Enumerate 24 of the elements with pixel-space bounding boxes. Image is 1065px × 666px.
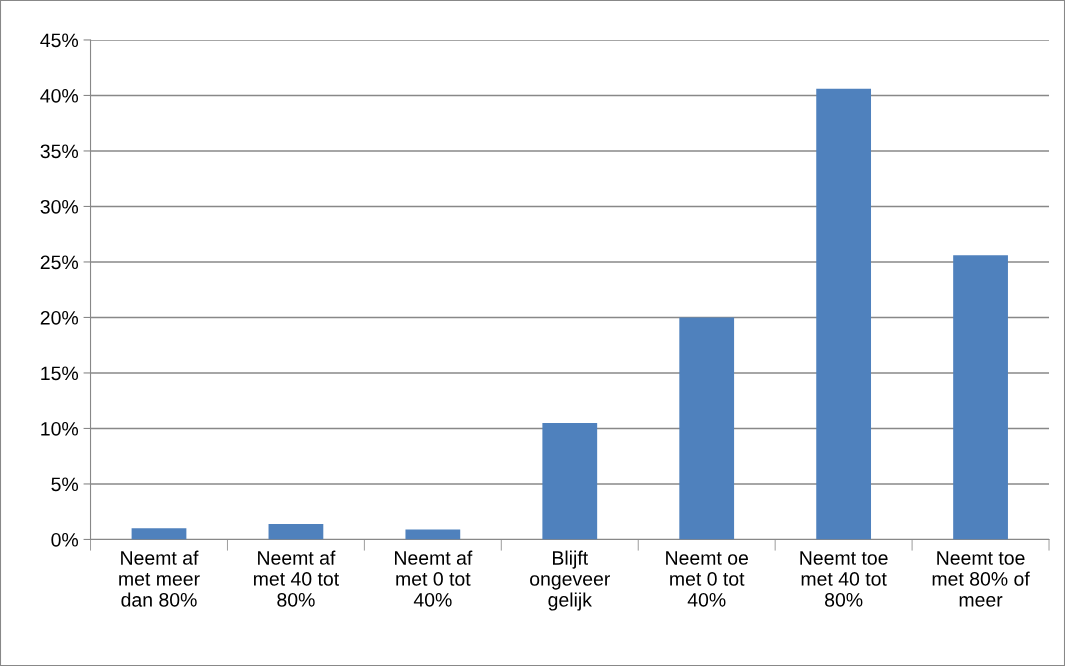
bar <box>953 255 1008 540</box>
x-tick-label: Neemt af met meer dan 80% <box>119 550 200 607</box>
bar <box>816 88 872 540</box>
y-tick-label: 30% <box>40 199 79 214</box>
x-tick-label: Neemt oe met 0 tot 40% <box>666 551 748 607</box>
x-tick-label: Blijft ongeveer gelijk <box>530 550 610 611</box>
y-tick-label: 40% <box>40 88 79 103</box>
y-tick-label: 0% <box>51 532 79 547</box>
x-tick-label: Neemt toe met 40 tot 80% <box>800 551 888 607</box>
bar <box>131 528 187 540</box>
x-tick-label: Neemt toe met 80% of meer <box>932 551 1030 607</box>
y-tick-label: 20% <box>40 310 79 325</box>
y-tick-label: 35% <box>40 144 79 159</box>
y-tick-label: 15% <box>41 366 79 381</box>
bar <box>268 523 324 540</box>
y-tick-label: 45% <box>40 33 79 48</box>
x-tick-label: Neemt af met 0 tot 40% <box>395 550 473 607</box>
x-tick-label: Neemt af met 40 tot 80% <box>253 550 340 607</box>
bar <box>405 529 461 540</box>
bar <box>542 422 598 540</box>
y-tick-label: 10% <box>41 421 79 436</box>
y-tick-label: 5% <box>51 477 79 492</box>
y-tick-label: 25% <box>40 255 79 270</box>
bar <box>679 317 735 540</box>
